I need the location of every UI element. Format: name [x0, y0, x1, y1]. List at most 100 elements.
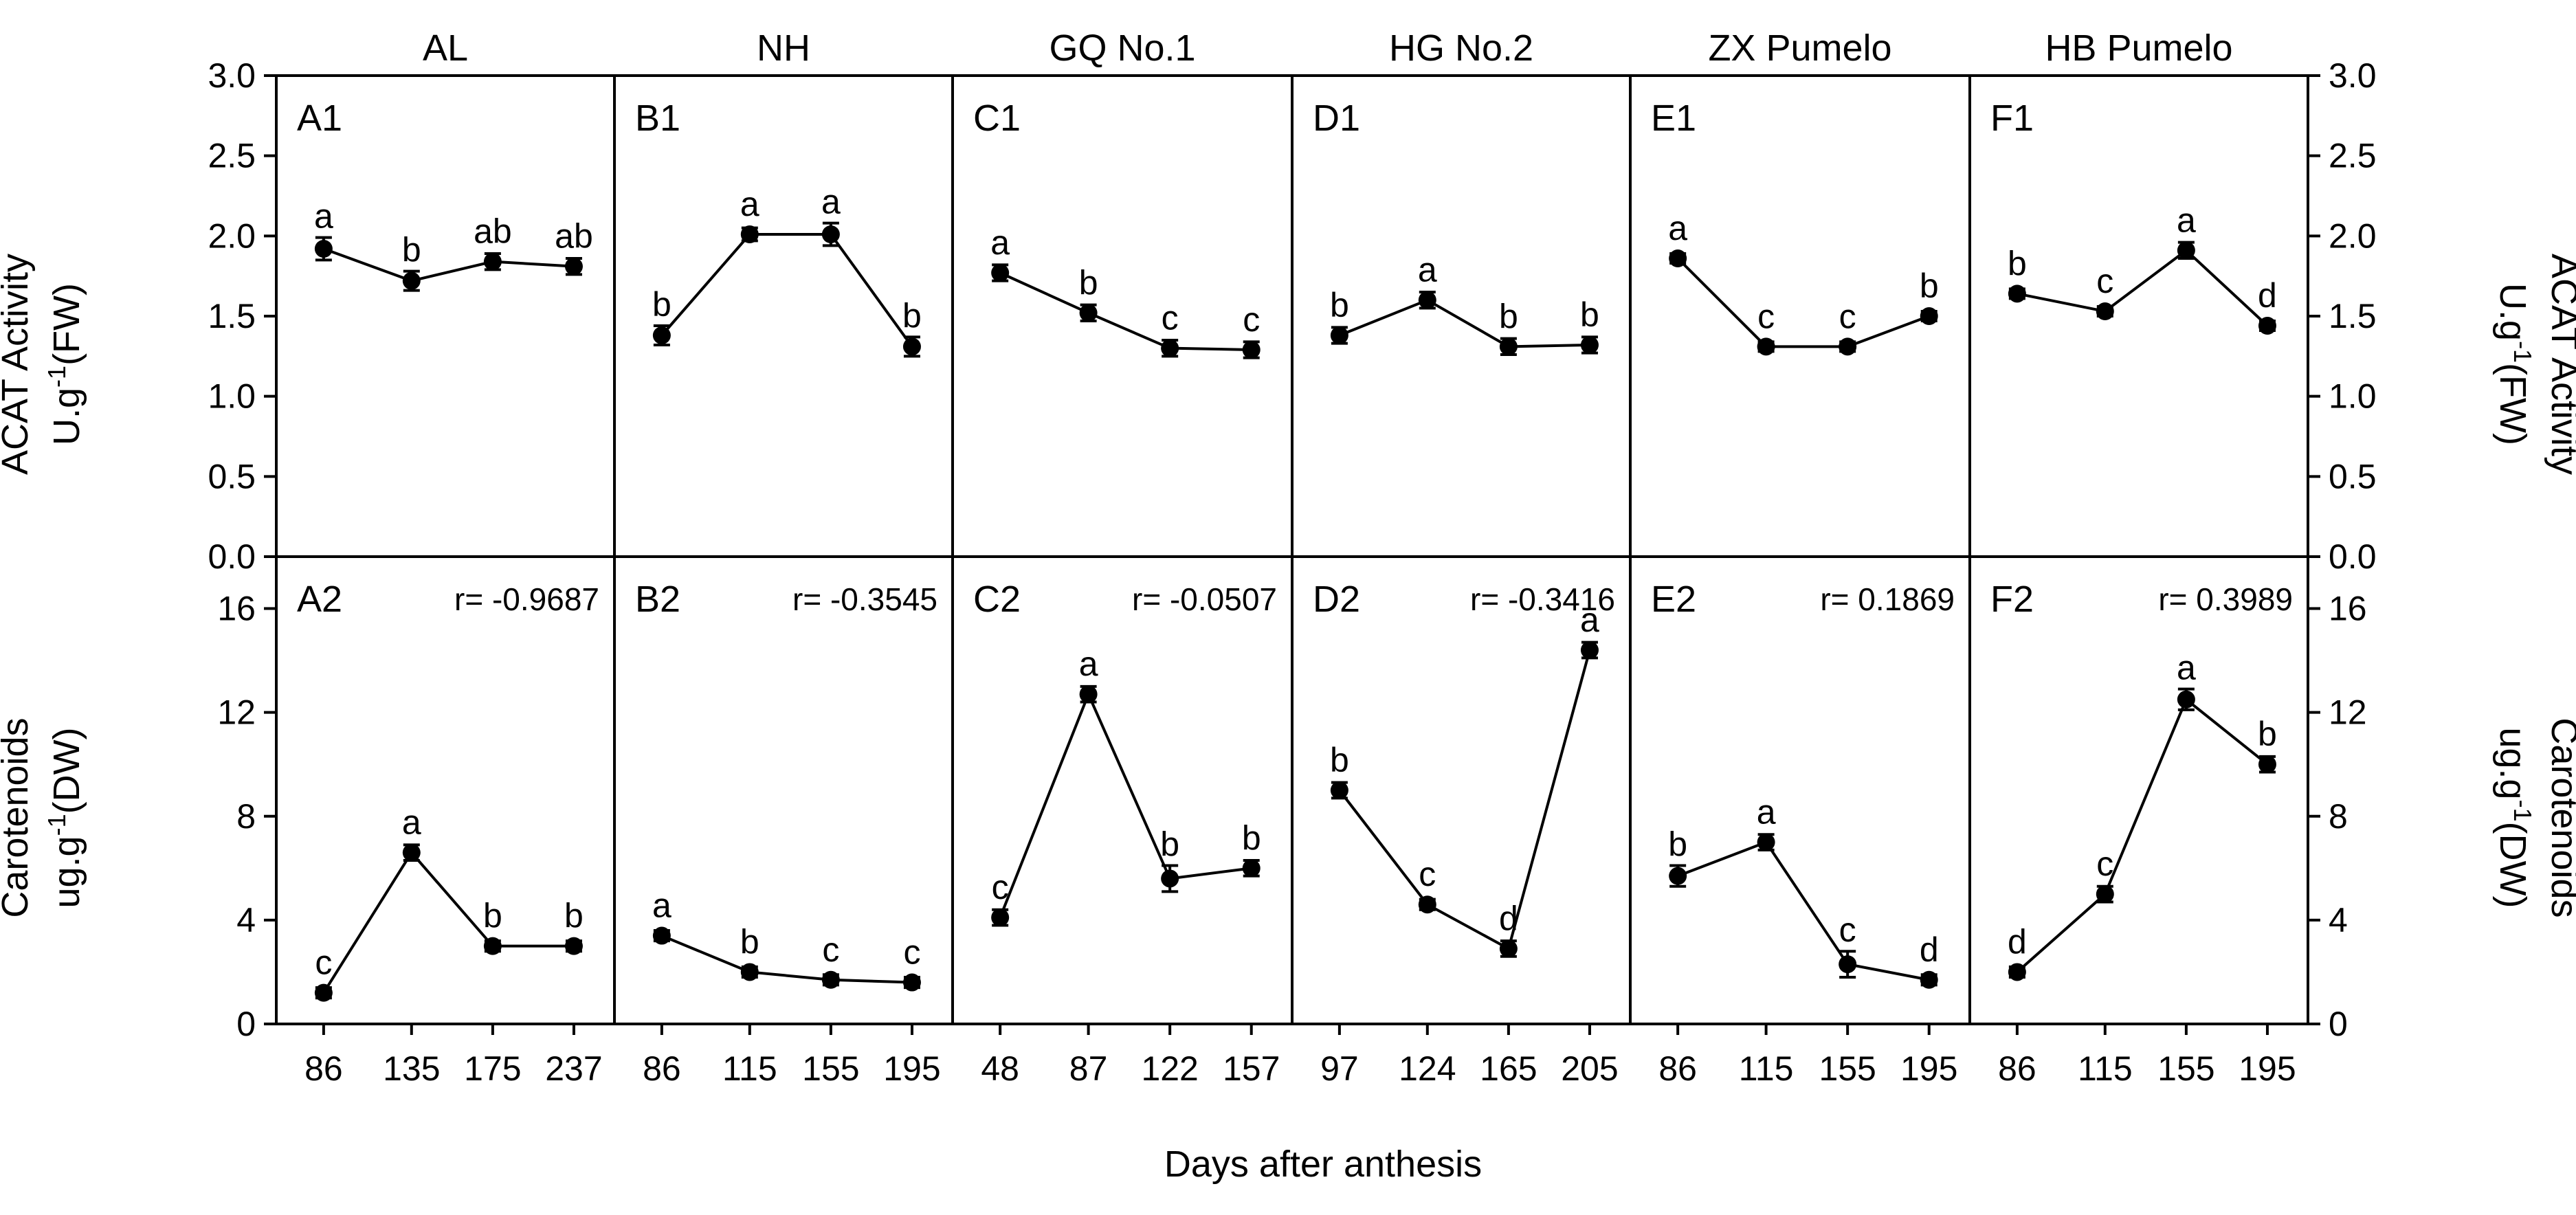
y-label-car-right-line1: Carotenoids	[2544, 717, 2576, 917]
panel-label: A1	[297, 98, 342, 139]
data-point	[1839, 955, 1857, 974]
data-point	[2008, 963, 2026, 981]
significance-letter: c	[315, 944, 332, 982]
x-tick-label: 237	[545, 1049, 602, 1088]
data-point	[1580, 641, 1599, 659]
data-point	[2258, 317, 2276, 335]
significance-letter: b	[652, 285, 671, 324]
series-line	[322, 850, 574, 994]
y-tick-label-top-right: 1.0	[2329, 377, 2377, 416]
significance-letter: b	[1160, 825, 1179, 864]
panel-label: D2	[1313, 579, 1360, 620]
significance-letter: b	[564, 897, 584, 935]
significance-letter: c	[1243, 300, 1260, 339]
data-point	[1499, 337, 1518, 356]
y-label-acat-right-line2: U.g-1(FW)	[2492, 283, 2537, 445]
y-tick-label-bottom-left: 16	[217, 590, 256, 628]
y-tick-label-bottom-right: 4	[2329, 901, 2348, 939]
data-point	[402, 271, 421, 290]
data-point	[652, 326, 671, 344]
significance-letter: a	[314, 197, 333, 236]
panel-title: HB Pumelo	[2045, 27, 2232, 69]
significance-letter: a	[1079, 645, 1098, 683]
y-tick-label-top-right: 0.5	[2329, 457, 2377, 495]
correlation-label: r= -0.3416	[1470, 581, 1615, 617]
data-point	[1079, 304, 1098, 322]
series-line	[1676, 257, 1930, 348]
x-tick-label: 155	[2157, 1049, 2214, 1088]
y-label-car-sup: -1	[43, 814, 71, 836]
significance-letter: b	[902, 296, 922, 335]
y-label-car-right-unit: ug.g	[2492, 727, 2533, 799]
significance-letter: b	[1499, 297, 1518, 335]
data-point	[2177, 241, 2195, 260]
x-tick-label: 86	[643, 1049, 681, 1088]
y-tick-label-top-left: 3.0	[208, 56, 256, 95]
y-label-car-basis: (DW)	[46, 727, 87, 814]
significance-letter: ab	[555, 217, 593, 256]
significance-letter: d	[1499, 899, 1518, 937]
data-point	[902, 337, 921, 356]
data-point	[1418, 895, 1436, 914]
significance-letter: a	[990, 223, 1010, 262]
data-point	[821, 225, 840, 243]
significance-letter: d	[2258, 276, 2277, 315]
panel-title: GQ No.1	[1049, 27, 1195, 69]
data-point	[1757, 833, 1775, 851]
data-point	[1242, 859, 1261, 878]
data-point	[2096, 302, 2114, 320]
panel-label: B1	[635, 98, 680, 139]
y-label-acat-right-sup: -1	[2509, 341, 2537, 363]
significance-letter: c	[1839, 911, 1856, 949]
data-point	[314, 983, 333, 1002]
significance-letter: b	[1580, 296, 1599, 334]
data-point	[1669, 249, 1687, 267]
significance-letter: c	[2096, 845, 2113, 883]
significance-letter: b	[1079, 263, 1098, 302]
data-point	[483, 252, 502, 271]
panel-label: B2	[635, 579, 680, 620]
y-label-car-line2: ug.g-1(DW)	[43, 727, 87, 908]
data-point	[564, 257, 583, 276]
panel-e1: ZX Pumelo E1 a c c b	[1651, 27, 1939, 356]
y-axis-label-carotenoids-right: Carotenoids ug.g-1(DW)	[2492, 717, 2576, 917]
y-axis-label-carotenoids-left: Carotenoids ug.g-1(DW)	[0, 717, 87, 917]
x-tick-label: 87	[1069, 1049, 1108, 1088]
x-axis-label: Days after anthesis	[1164, 1144, 1482, 1185]
y-tick-label-top-right: 2.0	[2329, 216, 2377, 255]
y-axis-label-acat-right: ACAT Activity U.g-1(FW)	[2492, 254, 2576, 475]
correlation-label: r= 0.3989	[2158, 581, 2293, 617]
significance-letter: b	[1242, 818, 1261, 857]
y-tick-label-top-right: 0.0	[2329, 537, 2377, 576]
x-tick-label: 157	[1223, 1049, 1280, 1088]
significance-letter: b	[1330, 286, 1349, 324]
y-label-acat-sup: -1	[43, 366, 71, 388]
x-tick-label: 86	[304, 1049, 343, 1088]
panel-f1: HB Pumelo F1 b c a d	[1990, 27, 2277, 335]
panel-frame-bottom	[1968, 555, 2309, 1025]
x-tick-label: 86	[1998, 1049, 2036, 1088]
data-point	[1920, 307, 1938, 325]
y-label-car-right-basis: (DW)	[2492, 822, 2533, 909]
y-tick-label-bottom-left: 8	[236, 797, 256, 836]
y-tick-label-top-left: 1.0	[208, 377, 256, 416]
panel-label: D1	[1313, 98, 1360, 139]
x-tick-label: 175	[464, 1049, 521, 1088]
panel-label: F1	[1990, 98, 2034, 139]
data-point	[1330, 326, 1348, 344]
panel-b2: B2 r= -0.3545 86 115 155 195 a b c c	[635, 579, 941, 1088]
data-point	[1161, 869, 1179, 888]
x-tick-label: 122	[1141, 1049, 1198, 1088]
y-axis-label-acat-left: ACAT Activity U.g-1(FW)	[0, 254, 87, 475]
panel-b1: NH B1 b a a b	[635, 27, 922, 358]
y-tick-label-bottom-right: 16	[2329, 590, 2367, 628]
data-point	[1757, 337, 1775, 356]
significance-letter: c	[2096, 262, 2113, 300]
panel-d1: HG No.2 D1 b a b b	[1313, 27, 1599, 356]
series-line	[1339, 298, 1590, 348]
significance-letter: a	[1418, 251, 1437, 289]
panel-d2: D2 r= -0.3416 97 124 165 205 b c d a	[1313, 579, 1619, 1088]
significance-letter: d	[1920, 930, 1939, 969]
significance-letter: a	[1668, 209, 1687, 247]
